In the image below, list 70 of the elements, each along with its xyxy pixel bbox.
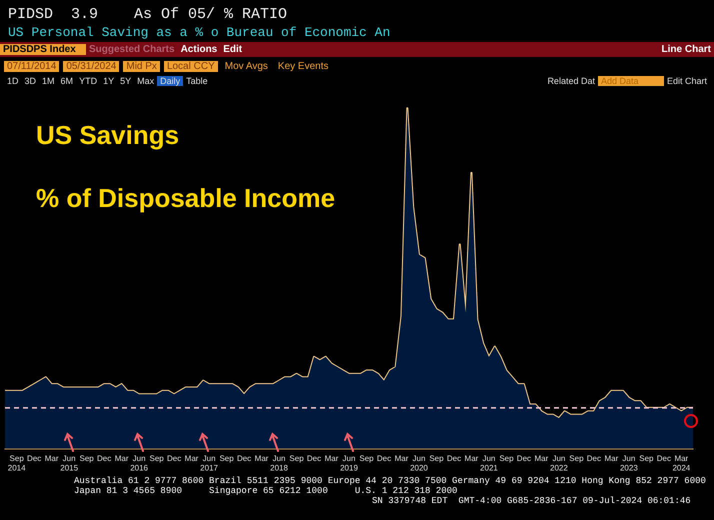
- x-tick-label: Sep: [289, 454, 304, 463]
- text: 1M: [41, 76, 56, 86]
- text: Edit: [222, 44, 244, 55]
- x-tick-label: Mar: [394, 454, 409, 463]
- x-tick-label: Mar: [114, 454, 129, 463]
- x-tick-label: Mar: [44, 454, 59, 463]
- text: Mid Px: [123, 61, 160, 72]
- text: 05/31/2024: [63, 61, 120, 72]
- x-tick-label: Sep: [359, 454, 374, 463]
- x-tick-label: Dec: [376, 454, 392, 463]
- text: PIDSD 3.9 As Of 05/ % RATIO: [8, 6, 288, 23]
- x-tick-label: Mar: [254, 454, 269, 463]
- x-tick-label: Jun 2018: [270, 454, 288, 472]
- text: Suggested Charts: [88, 44, 176, 55]
- text: US Savings: [36, 120, 180, 151]
- text: Australia 61 2 9777 8600 Brazil 5511 2395 9000 Europe 44 20 7330 7500 Germany 49 69 9204 1210 Hong Kong 852 2977 6000: [73, 476, 707, 486]
- text: 3D: [24, 76, 38, 86]
- x-tick-label: Jun 2020: [410, 454, 428, 472]
- text: Related Dat: [546, 76, 596, 86]
- x-tick-label: Sep 2014: [8, 454, 26, 472]
- x-tick-label: Sep: [429, 454, 444, 463]
- x-tick-label: Dec: [236, 454, 252, 463]
- x-tick-label: Dec: [27, 454, 42, 463]
- text: SN 3379748 EDT GMT-4:00 G685-2836-167 09-Jul-2024 06:01:46: [371, 496, 692, 506]
- text: 07/11/2014: [4, 61, 60, 72]
- text: Max: [136, 76, 156, 86]
- text: Local CCY: [164, 61, 218, 72]
- x-tick-label: Dec: [656, 454, 671, 463]
- x-tick-label: Dec: [586, 454, 601, 463]
- x-tick-label: Sep: [219, 454, 234, 463]
- text: Japan 81 3 4565 8900 Singapore 65 6212 1000 U.S. 1 212 318 2000: [73, 486, 458, 496]
- x-tick-label: Dec: [97, 454, 112, 463]
- text: 1D: [6, 76, 20, 86]
- text: Actions: [180, 44, 218, 55]
- x-tick-label: Dec: [306, 454, 322, 463]
- x-tick-label: Mar: [184, 454, 199, 463]
- text: 1Y: [102, 76, 116, 86]
- x-tick-label: Sep: [149, 454, 164, 463]
- x-tick-label: Jun 2015: [60, 454, 79, 472]
- x-tick-label: Sep: [499, 454, 514, 463]
- text: Edit Chart: [666, 76, 708, 86]
- x-tick-label: Mar: [604, 454, 619, 463]
- x-tick-label: Dec: [446, 454, 462, 463]
- text: 5Y: [119, 76, 132, 86]
- x-tick-label: Mar: [534, 454, 549, 463]
- x-tick-label: Mar: [464, 454, 479, 463]
- text: US Personal Saving as a % o Bureau of Economic An: [8, 25, 390, 40]
- x-tick-label: Dec: [516, 454, 532, 463]
- text: Daily: [157, 76, 184, 86]
- x-tick-label: Mar: [324, 454, 339, 463]
- x-tick-label: Mar 2024: [672, 454, 691, 472]
- x-tick-label: Jun 2023: [620, 454, 638, 472]
- x-tick-label: Jun 2019: [340, 454, 358, 472]
- text: Add Data: [598, 76, 664, 86]
- text: Table: [185, 76, 209, 86]
- text: Mov Avgs: [224, 61, 269, 72]
- x-tick-label: Dec: [166, 454, 182, 463]
- text: Key Events: [276, 61, 330, 72]
- text: Line Chart: [660, 44, 712, 55]
- x-tick-label: Sep: [639, 454, 654, 463]
- text: % of Disposable Income: [36, 183, 336, 214]
- text: 6M: [60, 76, 74, 86]
- x-tick-label: Jun 2016: [130, 454, 149, 472]
- x-tick-label: Jun 2021: [480, 454, 498, 472]
- text: YTD: [78, 76, 98, 86]
- x-tick-label: Jun 2017: [200, 454, 219, 472]
- x-tick-label: Jun 2022: [550, 454, 568, 472]
- x-tick-label: Sep: [569, 454, 584, 463]
- text: PIDSDPS Index: [0, 44, 86, 55]
- x-tick-label: Sep: [80, 454, 94, 463]
